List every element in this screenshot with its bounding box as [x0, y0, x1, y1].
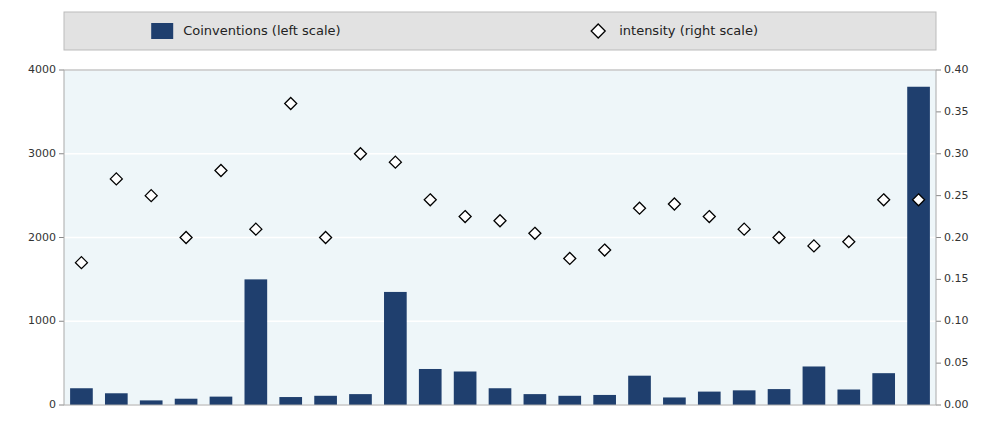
point	[75, 257, 87, 269]
tick-mark	[59, 321, 64, 322]
point	[494, 215, 506, 227]
bar	[349, 394, 372, 405]
point	[145, 190, 157, 202]
point	[564, 252, 576, 264]
tick-label: 0.25	[944, 189, 969, 202]
legend-label: Coinventions (left scale)	[183, 23, 340, 38]
tick-label: 0.10	[944, 314, 969, 327]
grid	[64, 70, 936, 405]
tick-mark	[936, 321, 941, 322]
point	[843, 236, 855, 248]
tick-label: 0.05	[944, 356, 969, 369]
bar	[768, 389, 791, 405]
bar	[872, 373, 895, 405]
point	[529, 227, 541, 239]
legend-label: intensity (right scale)	[619, 23, 758, 38]
bar	[384, 292, 407, 405]
tick-mark	[936, 405, 941, 406]
tick-mark	[936, 363, 941, 364]
point	[389, 156, 401, 168]
tick-label: 3000	[28, 147, 56, 160]
bar	[175, 399, 198, 405]
bar	[733, 390, 756, 405]
point	[180, 232, 192, 244]
point	[738, 223, 750, 235]
tick-mark	[59, 153, 64, 154]
bar	[314, 396, 337, 405]
point	[773, 232, 785, 244]
point	[459, 211, 471, 223]
tick-mark	[936, 195, 941, 196]
tick-mark	[936, 70, 941, 71]
bar	[140, 400, 163, 405]
data	[70, 87, 930, 405]
grid-line	[64, 153, 936, 155]
point	[599, 244, 611, 256]
tick-label: 0.00	[944, 398, 969, 411]
bar	[524, 394, 547, 405]
bar	[105, 393, 128, 405]
tick-label: 0.20	[944, 231, 969, 244]
bar	[837, 390, 860, 405]
point	[668, 198, 680, 210]
tick-label: 0.15	[944, 272, 969, 285]
bar	[698, 392, 721, 405]
tick-mark	[59, 237, 64, 238]
bar	[628, 376, 651, 405]
bar	[70, 388, 93, 405]
tick-label: 0	[49, 398, 56, 411]
point	[354, 148, 366, 160]
legend-swatch	[591, 24, 605, 38]
bar	[663, 397, 686, 405]
bar	[419, 369, 442, 405]
point	[320, 232, 332, 244]
bar	[454, 372, 477, 406]
tick-mark	[936, 279, 941, 280]
tick-label: 0.40	[944, 63, 969, 76]
grid-line	[64, 321, 936, 323]
tick-mark	[59, 70, 64, 71]
tick-mark	[936, 111, 941, 112]
tick-label: 4000	[28, 63, 56, 76]
bar	[489, 388, 512, 405]
tick-label: 0.35	[944, 105, 969, 118]
grid-line	[64, 237, 936, 239]
point	[215, 165, 227, 177]
bar	[245, 279, 268, 405]
chart: 0 1000 2000 3000 4000 0.00 0.05 0.10 0.15 0.20 0.2…	[0, 0, 1000, 437]
point	[913, 194, 925, 206]
point	[110, 173, 122, 185]
point	[424, 194, 436, 206]
legend-swatch	[151, 23, 173, 39]
bar	[210, 397, 233, 405]
tick-mark	[59, 405, 64, 406]
point	[703, 211, 715, 223]
legend-box	[64, 12, 936, 50]
bar	[803, 366, 826, 405]
tick-label: 2000	[28, 231, 56, 244]
bar	[558, 396, 581, 405]
point	[878, 194, 890, 206]
plot-frame	[64, 70, 936, 405]
point	[634, 202, 646, 214]
bar	[279, 397, 302, 405]
tick-mark	[936, 237, 941, 238]
plot-background	[64, 70, 936, 405]
tick-label: 1000	[28, 314, 56, 327]
tick-mark	[936, 153, 941, 154]
axes: 0 1000 2000 3000 4000 0.00 0.05 0.10 0.15 0.20 0.2…	[28, 63, 969, 411]
bar	[907, 87, 930, 405]
point	[250, 223, 262, 235]
point	[285, 98, 297, 110]
bar	[593, 395, 616, 405]
tick-label: 0.30	[944, 147, 969, 160]
point	[808, 240, 820, 252]
legend: Coinventions (left scale) intensity (righ…	[64, 12, 936, 50]
